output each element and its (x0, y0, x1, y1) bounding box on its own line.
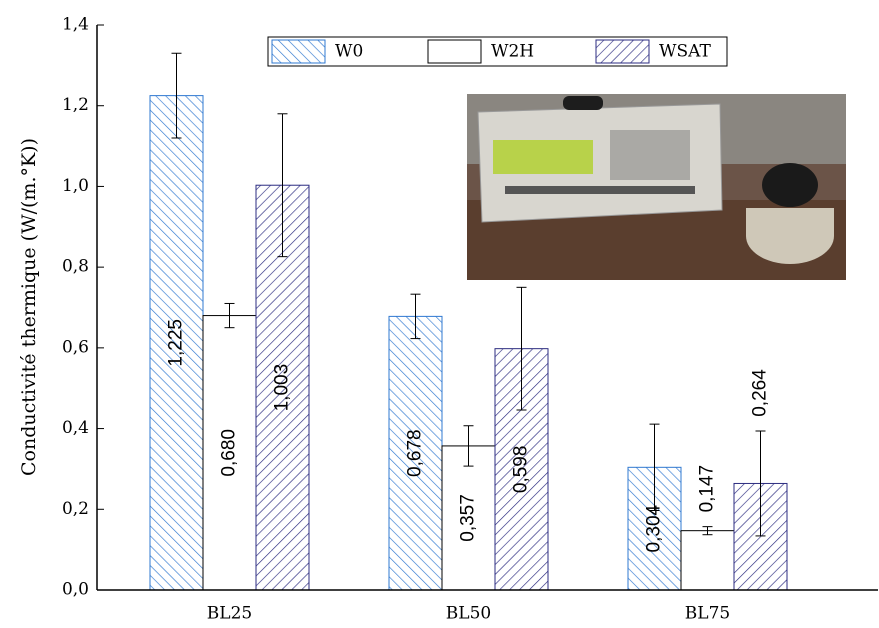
value-label: 0,147 (697, 465, 718, 513)
legend-box (267, 36, 728, 67)
y-tick-label: 1,2 (62, 95, 89, 115)
value-label: 0,598 (511, 446, 532, 494)
x-tick-label: BL50 (446, 604, 491, 624)
y-tick-label: 0,6 (62, 337, 89, 357)
value-label: 0,357 (458, 494, 479, 542)
bar (388, 315, 443, 591)
y-tick-label: 0,4 (62, 418, 89, 438)
value-label: 0,264 (750, 369, 771, 417)
legend-label: W2H (491, 42, 534, 62)
error-bar (277, 113, 288, 258)
inset-photo (467, 94, 846, 280)
error-bar (171, 52, 182, 139)
legend-swatch (427, 39, 482, 64)
x-tick-label: BL75 (685, 604, 730, 624)
legend-label: W0 (335, 42, 363, 62)
y-tick-label: 1,4 (62, 15, 89, 35)
bar (441, 445, 496, 591)
y-tick-label: 0,0 (62, 580, 89, 600)
error-bar (649, 423, 660, 511)
y-tick-label: 0,2 (62, 499, 89, 519)
value-label: 1,003 (272, 364, 293, 412)
value-label: 0,304 (644, 504, 665, 552)
legend-swatch (595, 39, 650, 64)
y-tick-label: 1,0 (62, 176, 89, 196)
legend: W0 W2H WSAT (267, 36, 728, 67)
value-label: 0,680 (219, 429, 240, 477)
value-label: 0,678 (405, 429, 426, 477)
legend-label: WSAT (659, 42, 711, 62)
y-axis-label: Conductivité thermique (W/(m.°K)) (18, 138, 40, 476)
legend-swatch (271, 39, 326, 64)
bar (680, 530, 735, 591)
error-bar (702, 526, 713, 536)
error-bar (463, 425, 474, 467)
x-tick-label: BL25 (207, 604, 252, 624)
error-bar (755, 430, 766, 537)
value-label: 1,225 (166, 319, 187, 367)
bar (202, 315, 257, 591)
error-bar (224, 302, 235, 329)
error-bar (516, 286, 527, 411)
error-bar (410, 293, 421, 340)
y-tick-label: 0,8 (62, 257, 89, 277)
